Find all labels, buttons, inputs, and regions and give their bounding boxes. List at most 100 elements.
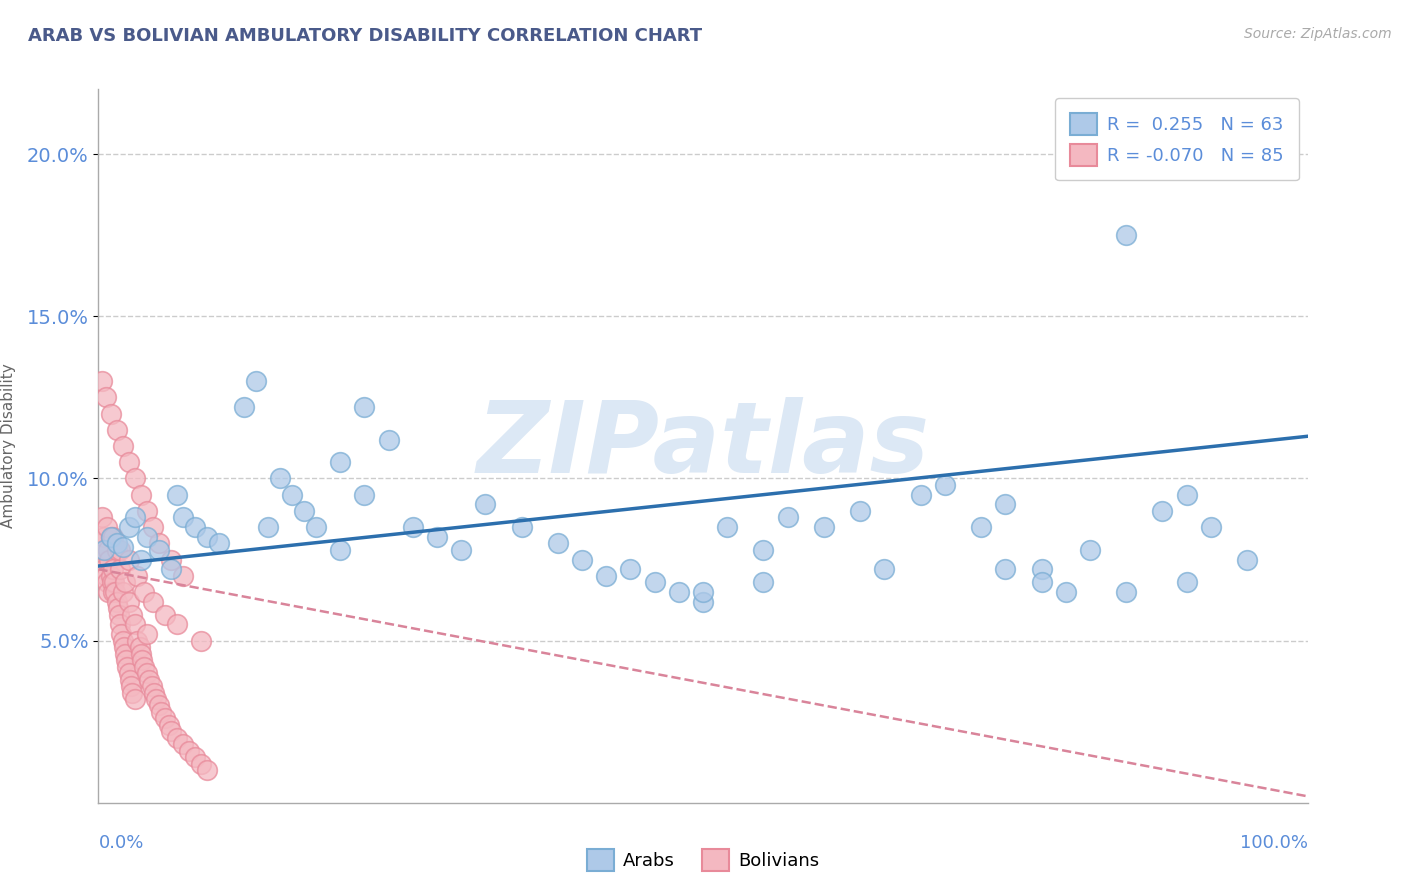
Point	[269, 471, 291, 485]
Y-axis label: Ambulatory Disability: Ambulatory Disability	[0, 364, 15, 528]
Point	[450, 542, 472, 557]
Point	[148, 536, 170, 550]
Point	[94, 390, 117, 404]
Point	[1175, 488, 1198, 502]
Point	[160, 562, 183, 576]
Point	[994, 562, 1017, 576]
Point	[172, 510, 194, 524]
Point	[115, 653, 138, 667]
Point	[179, 744, 201, 758]
Point	[135, 627, 157, 641]
Point	[110, 627, 132, 641]
Point	[474, 497, 496, 511]
Point	[1175, 575, 1198, 590]
Point	[426, 530, 449, 544]
Point	[100, 575, 122, 590]
Point	[124, 692, 146, 706]
Point	[190, 633, 212, 648]
Point	[281, 488, 304, 502]
Point	[104, 585, 127, 599]
Point	[305, 520, 328, 534]
Point	[195, 764, 218, 778]
Point	[1115, 585, 1137, 599]
Point	[195, 530, 218, 544]
Point	[108, 617, 131, 632]
Point	[595, 568, 617, 582]
Point	[752, 575, 775, 590]
Text: ZIPatlas: ZIPatlas	[477, 398, 929, 494]
Point	[114, 575, 136, 590]
Point	[402, 520, 425, 534]
Point	[752, 542, 775, 557]
Point	[135, 530, 157, 544]
Point	[873, 562, 896, 576]
Point	[292, 504, 315, 518]
Point	[105, 536, 128, 550]
Point	[1236, 552, 1258, 566]
Point	[134, 585, 156, 599]
Point	[118, 520, 141, 534]
Point	[166, 617, 188, 632]
Point	[97, 585, 120, 599]
Point	[172, 568, 194, 582]
Point	[124, 471, 146, 485]
Text: ARAB VS BOLIVIAN AMBULATORY DISABILITY CORRELATION CHART: ARAB VS BOLIVIAN AMBULATORY DISABILITY C…	[28, 27, 702, 45]
Text: Source: ZipAtlas.com: Source: ZipAtlas.com	[1244, 27, 1392, 41]
Point	[93, 530, 115, 544]
Point	[776, 510, 799, 524]
Point	[1152, 504, 1174, 518]
Point	[153, 711, 176, 725]
Point	[166, 488, 188, 502]
Point	[124, 510, 146, 524]
Point	[166, 731, 188, 745]
Point	[91, 542, 114, 557]
Point	[142, 595, 165, 609]
Point	[117, 659, 139, 673]
Point	[93, 562, 115, 576]
Point	[129, 552, 152, 566]
Point	[94, 568, 117, 582]
Point	[142, 520, 165, 534]
Point	[91, 510, 114, 524]
Legend: R =  0.255   N = 63, R = -0.070   N = 85: R = 0.255 N = 63, R = -0.070 N = 85	[1054, 98, 1299, 180]
Point	[111, 633, 134, 648]
Point	[377, 433, 399, 447]
Point	[184, 750, 207, 764]
Point	[571, 552, 593, 566]
Point	[131, 653, 153, 667]
Point	[105, 423, 128, 437]
Point	[129, 488, 152, 502]
Text: 100.0%: 100.0%	[1240, 834, 1308, 852]
Point	[118, 455, 141, 469]
Point	[510, 520, 533, 534]
Point	[644, 575, 666, 590]
Point	[143, 685, 166, 699]
Point	[547, 536, 569, 550]
Point	[1031, 575, 1053, 590]
Point	[849, 504, 872, 518]
Point	[813, 520, 835, 534]
Point	[121, 607, 143, 622]
Point	[134, 659, 156, 673]
Point	[184, 520, 207, 534]
Point	[100, 530, 122, 544]
Point	[124, 617, 146, 632]
Point	[129, 647, 152, 661]
Point	[153, 607, 176, 622]
Point	[118, 595, 141, 609]
Point	[98, 552, 121, 566]
Point	[100, 568, 122, 582]
Point	[107, 601, 129, 615]
Point	[692, 585, 714, 599]
Point	[91, 536, 114, 550]
Point	[329, 542, 352, 557]
Point	[135, 666, 157, 681]
Point	[1115, 228, 1137, 243]
Point	[128, 640, 150, 654]
Point	[100, 407, 122, 421]
Point	[1054, 585, 1077, 599]
Text: 0.0%: 0.0%	[98, 834, 143, 852]
Point	[118, 666, 141, 681]
Point	[934, 478, 956, 492]
Point	[910, 488, 932, 502]
